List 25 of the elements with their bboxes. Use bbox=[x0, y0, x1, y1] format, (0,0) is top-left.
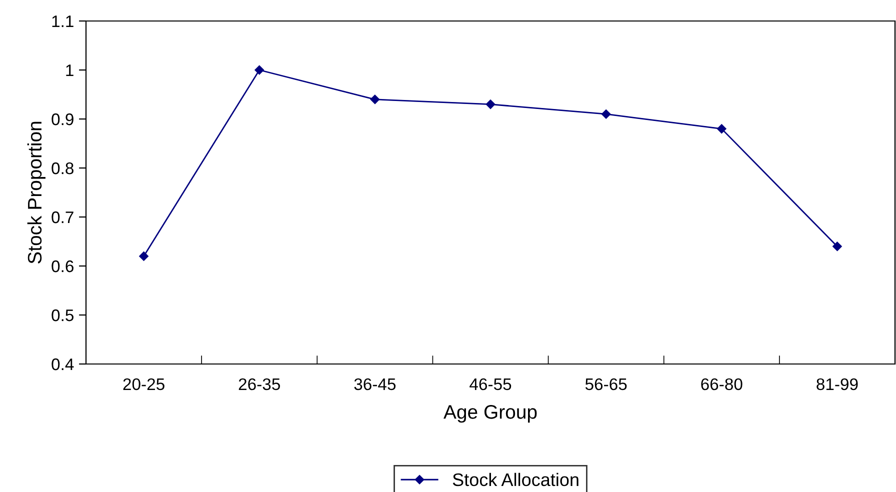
point bbox=[601, 109, 611, 119]
y-tick-label: 1.1 bbox=[52, 16, 74, 28]
y-tick-label: 0.6 bbox=[52, 260, 74, 272]
point bbox=[139, 252, 148, 261]
y-tick-label: 0.5 bbox=[52, 309, 74, 322]
x-tick-label: 20-25 bbox=[123, 378, 164, 390]
point bbox=[370, 94, 380, 104]
x-axis-title: Age Group bbox=[444, 405, 537, 423]
x-tick-label: 26-35 bbox=[238, 378, 280, 390]
point bbox=[717, 124, 726, 134]
x-tick-label: 46-55 bbox=[470, 378, 512, 390]
x-tick-label: 66-80 bbox=[701, 378, 742, 390]
point bbox=[486, 100, 496, 109]
y-tick-label: 1 bbox=[66, 64, 74, 76]
y-tick-label: 0.7 bbox=[52, 211, 74, 224]
y-tick-label: 0.9 bbox=[52, 113, 74, 126]
y-tick-label: 0.4 bbox=[52, 358, 74, 370]
y-axis-title: Stock Proportion bbox=[27, 122, 46, 264]
y-tick-label: 0.8 bbox=[52, 162, 74, 174]
x-tick-label: 81-99 bbox=[816, 378, 858, 390]
point bbox=[254, 65, 264, 75]
point bbox=[832, 242, 842, 252]
x-tick-label: 56-65 bbox=[585, 378, 627, 390]
legend-label: Stock Allocation bbox=[452, 472, 578, 486]
x-tick-label: 36-45 bbox=[354, 378, 396, 390]
